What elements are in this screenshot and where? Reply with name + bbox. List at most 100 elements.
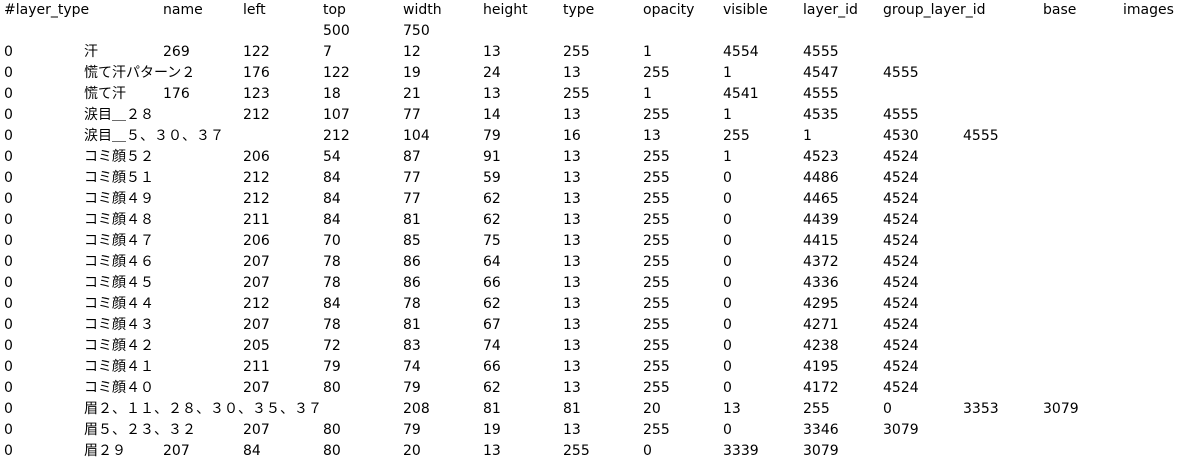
table-cell: 67 xyxy=(483,317,501,333)
table-cell: 255 xyxy=(643,191,670,207)
table-cell: 0 xyxy=(4,107,13,123)
table-cell: 4524 xyxy=(883,212,919,228)
table-cell: 0 xyxy=(723,254,732,270)
table-cell: 13 xyxy=(563,170,581,186)
table-cell: 255 xyxy=(643,254,670,270)
table-cell: 13 xyxy=(563,359,581,375)
table-cell: 4295 xyxy=(803,296,839,312)
header-cell-name: name xyxy=(163,2,203,18)
table-cell: 269 xyxy=(163,44,190,60)
table-cell: 54 xyxy=(323,149,341,165)
header-cell-images: images xyxy=(1123,2,1174,18)
table-cell: 255 xyxy=(643,359,670,375)
table-cell: 122 xyxy=(323,65,350,81)
table-cell: 3079 xyxy=(883,422,919,438)
table-cell: 255 xyxy=(643,65,670,81)
table-cell: 84 xyxy=(323,212,341,228)
table-cell: コミ顔４２ xyxy=(84,338,154,354)
table-cell: 80 xyxy=(323,380,341,396)
table-cell: 1 xyxy=(643,86,652,102)
table-cell: 0 xyxy=(4,233,13,249)
table-cell: コミ顔５１ xyxy=(84,170,154,186)
table-cell: 1 xyxy=(723,149,732,165)
table-cell: 24 xyxy=(483,65,501,81)
table-cell: 78 xyxy=(323,275,341,291)
table-cell: 84 xyxy=(323,170,341,186)
table-cell: 255 xyxy=(563,86,590,102)
table-cell: 104 xyxy=(403,128,430,144)
table-cell: 255 xyxy=(643,212,670,228)
header-cell-opacity: opacity xyxy=(643,2,695,18)
table-cell: 62 xyxy=(483,191,501,207)
table-row: 0 コミ顔４４ 212 84 78 62 13 255 0 4295 4524 xyxy=(0,294,1195,315)
table-cell: 4524 xyxy=(883,170,919,186)
table-row: 0 汗 269 122 7 12 13 255 1 4554 4555 xyxy=(0,42,1195,63)
table-cell: 107 xyxy=(323,107,350,123)
table-cell: 77 xyxy=(403,191,421,207)
table-cell: 0 xyxy=(723,359,732,375)
table-cell: 1 xyxy=(723,65,732,81)
table-cell: 3079 xyxy=(803,443,839,459)
table-cell: 4524 xyxy=(883,275,919,291)
table-cell: 255 xyxy=(563,443,590,459)
table-cell: 13 xyxy=(563,422,581,438)
table-cell: 19 xyxy=(403,65,421,81)
table-cell: 0 xyxy=(4,380,13,396)
table-row: 0 コミ顔４９ 212 84 77 62 13 255 0 4465 4524 xyxy=(0,189,1195,210)
table-cell: 211 xyxy=(243,212,270,228)
table-cell: 80 xyxy=(323,443,341,459)
table-cell: 87 xyxy=(403,149,421,165)
header-cell-height: height xyxy=(483,2,528,18)
table-row: 0 眉２９ 207 84 80 20 13 255 0 3339 3079 xyxy=(0,441,1195,462)
table-cell: 13 xyxy=(483,443,501,459)
table-cell: 255 xyxy=(643,317,670,333)
table-cell: 4555 xyxy=(803,44,839,60)
table-cell: 0 xyxy=(4,338,13,354)
table-cell: 78 xyxy=(323,317,341,333)
table-cell: 20 xyxy=(403,443,421,459)
table-cell: 慌て汗 xyxy=(84,86,126,102)
table-cell: 13 xyxy=(563,65,581,81)
table-cell: 255 xyxy=(723,128,750,144)
table-cell: 66 xyxy=(483,275,501,291)
header-cell-top: top xyxy=(323,2,346,18)
table-cell: 255 xyxy=(643,380,670,396)
table-cell: 0 xyxy=(723,275,732,291)
table-cell: 21 xyxy=(403,86,421,102)
table-cell: 206 xyxy=(243,233,270,249)
table-row: 0 慌て汗 176 123 18 21 13 255 1 4541 4555 xyxy=(0,84,1195,105)
table-row: 0 コミ顔４６ 207 78 86 64 13 255 0 4372 4524 xyxy=(0,252,1195,273)
table-row: 0 コミ顔４１ 211 79 74 66 13 255 0 4195 4524 xyxy=(0,357,1195,378)
table-cell: 74 xyxy=(483,338,501,354)
table-cell: 207 xyxy=(163,443,190,459)
header-cell-visible: visible xyxy=(723,2,768,18)
table-cell: 207 xyxy=(243,422,270,438)
table-cell: 176 xyxy=(243,65,270,81)
table-cell: 4336 xyxy=(803,275,839,291)
table-cell: 79 xyxy=(403,380,421,396)
table-cell: 123 xyxy=(243,86,270,102)
table-cell: 62 xyxy=(483,296,501,312)
table-row: 0 コミ顔４７ 206 70 85 75 13 255 0 4415 4524 xyxy=(0,231,1195,252)
table-cell: 4530 xyxy=(883,128,919,144)
table-cell: 4555 xyxy=(963,128,999,144)
table-cell: コミ顔４９ xyxy=(84,191,154,207)
table-cell: 0 xyxy=(4,401,13,417)
table-cell: 79 xyxy=(483,128,501,144)
table-cell: 13 xyxy=(723,401,741,417)
table-cell: 3353 xyxy=(963,401,999,417)
table-cell: 16 xyxy=(563,128,581,144)
table-cell: 77 xyxy=(403,107,421,123)
table-cell: 66 xyxy=(483,359,501,375)
table-cell: 212 xyxy=(243,107,270,123)
table-cell: 0 xyxy=(4,275,13,291)
table-cell: 0 xyxy=(723,296,732,312)
table-cell: 86 xyxy=(403,275,421,291)
table-row: 0 眉５、２３、３２ 207 80 79 19 13 255 0 3346 3079 xyxy=(0,420,1195,441)
table-cell: 眉５、２３、３２ xyxy=(84,422,196,438)
table-cell: 4523 xyxy=(803,149,839,165)
table-cell: 81 xyxy=(403,212,421,228)
table-cell: 255 xyxy=(643,422,670,438)
table-cell: 85 xyxy=(403,233,421,249)
